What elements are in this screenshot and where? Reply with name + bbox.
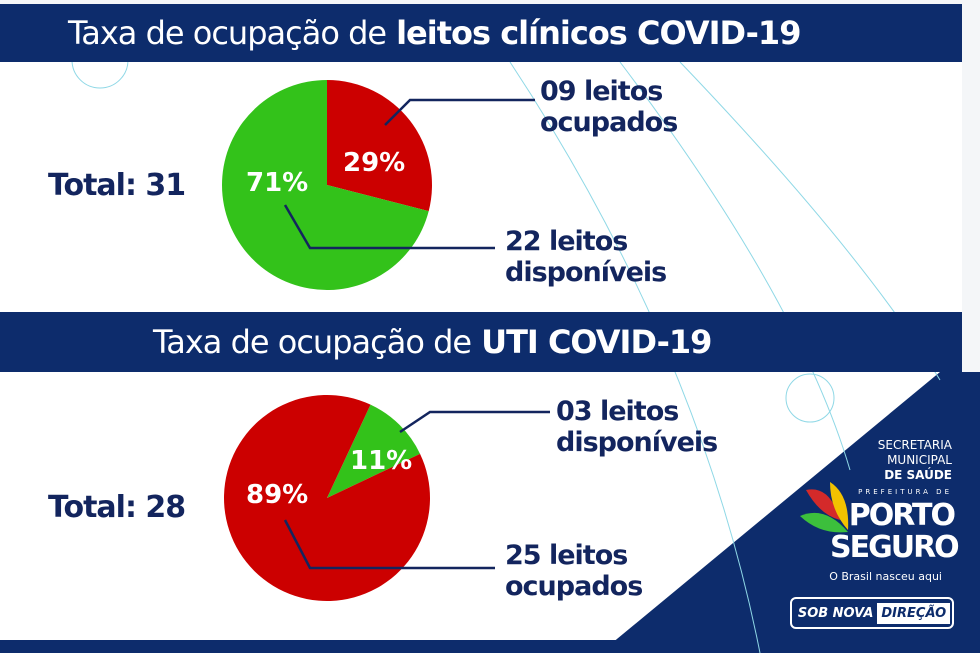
title-bold: leitos clínicos COVID-19: [396, 14, 801, 52]
logo-line: DE SAÚDE: [884, 468, 952, 482]
title-regular: Taxa de ocupação de: [68, 14, 387, 52]
slice-label: 11%: [350, 446, 413, 476]
city-name: PORTO SEGURO: [830, 498, 960, 565]
slice-label: 29%: [343, 148, 406, 178]
callout-line: ocupados: [505, 571, 643, 602]
total-clinicos: Total: 31: [48, 168, 186, 203]
title-bold: UTI COVID-19: [481, 323, 712, 361]
logo-line: SECRETARIA: [877, 438, 952, 452]
secretaria-text: SECRETARIA MUNICIPAL DE SAÚDE: [860, 438, 952, 483]
callout-leader-line: [283, 204, 495, 250]
prefeitura-text: PREFEITURA DE: [858, 488, 952, 496]
badge-part: DIREÇÃO: [877, 602, 951, 624]
callout-leader-line: [283, 519, 495, 570]
callout-leader-line: [399, 410, 550, 434]
logo-leaves-icon: [800, 482, 849, 533]
callout-line: ocupados: [540, 107, 678, 138]
badge-part: SOB NOVA: [793, 602, 878, 624]
slice-label: 71%: [246, 168, 309, 198]
pie-slice-disponiveis: [327, 404, 421, 498]
callout-disponiveis: 03 leitos disponíveis: [556, 396, 718, 458]
title-bar-clinicos: Taxa de ocupação de leitos clínicos COVID…: [0, 4, 962, 62]
sob-nova-direcao-badge: SOB NOVA DIREÇÃO: [790, 597, 954, 629]
callout-line: 25 leitos: [505, 540, 628, 571]
title-regular: Taxa de ocupação de: [153, 323, 472, 361]
callout-line: disponíveis: [505, 257, 667, 288]
city-line: SEGURO: [830, 530, 960, 565]
callout-line: 03 leitos: [556, 396, 679, 427]
slice-label: 89%: [246, 480, 309, 510]
callout-disponiveis: 22 leitos disponíveis: [505, 226, 667, 288]
total-uti: Total: 28: [48, 490, 186, 525]
pie-slice-ocupados: [224, 395, 430, 601]
callout-line: 09 leitos: [540, 76, 663, 107]
city-line: PORTO: [848, 498, 956, 533]
callout-line: disponíveis: [556, 427, 718, 458]
slogan-text: O Brasil nasceu aqui: [829, 570, 942, 583]
decor-arc: [619, 61, 851, 471]
pie-slice-ocupados: [327, 80, 432, 212]
callout-leader-line: [384, 98, 535, 126]
virus-icon: [785, 373, 835, 423]
title-bar-uti: Taxa de ocupação de UTI COVID-19: [0, 312, 962, 372]
panel-clinicos: [0, 62, 962, 312]
callout-ocupados: 09 leitos ocupados: [540, 76, 678, 138]
logo-line: MUNICIPAL: [887, 453, 952, 467]
callout-ocupados: 25 leitos ocupados: [505, 540, 643, 602]
pie-slice-disponiveis: [222, 80, 429, 290]
bottom-strip: [0, 640, 980, 653]
navy-diagonal: [600, 372, 980, 653]
callout-line: 22 leitos: [505, 226, 628, 257]
